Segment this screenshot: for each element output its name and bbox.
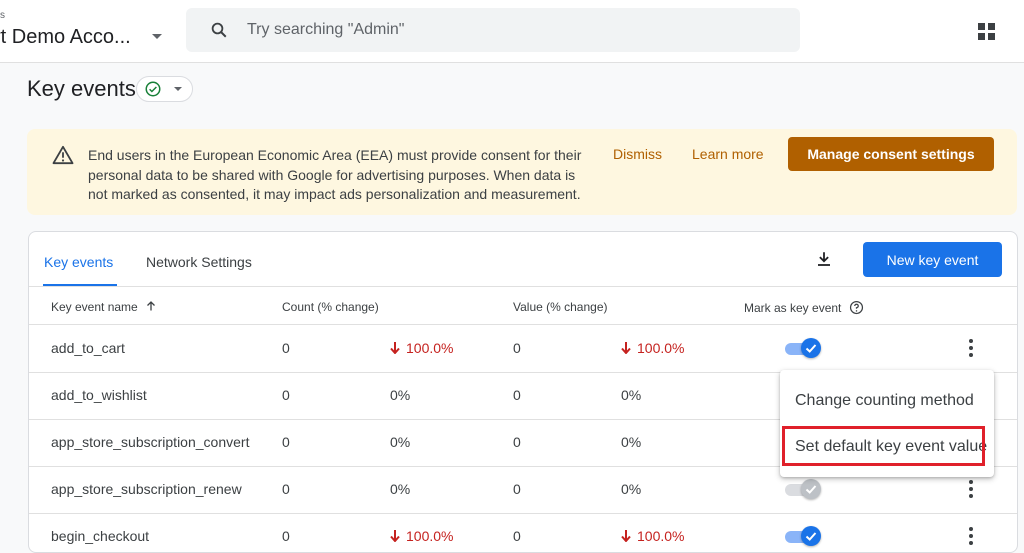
count-value: 0 [282,340,290,356]
arrow-down-icon [621,530,631,543]
value-change-text: 0% [621,387,642,403]
count-change: 0% [390,434,410,450]
value-value: 0 [513,340,521,356]
value-change-text: 0% [621,434,642,450]
account-selector[interactable]: rt Demo Acco... [0,26,131,48]
active-tab-indicator [43,284,117,287]
highlight-box [782,426,985,466]
value-change: 100.0% [621,340,684,356]
dismiss-button[interactable]: Dismiss [613,146,662,162]
consent-banner: End users in the European Economic Area … [27,129,1017,215]
banner-message: End users in the European Economic Area … [88,147,582,202]
account-label: s [0,10,5,21]
count-change-text: 0% [390,481,411,497]
value-change-text: 0% [621,481,642,497]
count-change: 0% [390,481,410,497]
value-value: 0 [513,528,521,544]
manage-consent-button[interactable]: Manage consent settings [788,137,994,171]
key-event-toggle[interactable] [785,526,821,546]
count-change: 100.0% [390,528,453,544]
chevron-down-icon [174,87,182,91]
apps-grid-icon[interactable] [978,23,995,40]
value-change: 0% [621,481,641,497]
count-value: 0 [282,481,290,497]
page-title: Key events [27,76,136,101]
table-row: begin_checkout 0 100.0% 0 100.0% [29,513,1017,552]
learn-more-link[interactable]: Learn more [692,146,764,162]
table-row: add_to_cart 0 100.0% 0 100.0% [29,325,1017,373]
help-icon[interactable] [849,300,864,315]
check-circle-icon [145,81,161,97]
count-change-text: 100.0% [406,528,454,544]
check-icon [805,485,817,494]
value-value: 0 [513,434,521,450]
key-event-name: add_to_wishlist [51,387,147,403]
column-header-name[interactable]: Key event name [51,300,157,314]
more-vert-icon[interactable] [967,527,975,547]
top-bar: s rt Demo Acco... Try searching "Admin" [0,0,1024,63]
count-change: 0% [390,387,410,403]
tab-network-settings[interactable]: Network Settings [146,254,252,270]
divider [29,286,1017,287]
warning-icon [52,145,74,165]
key-event-toggle[interactable] [785,479,821,499]
search-icon [211,22,227,38]
row-actions-menu: Change counting method Set default key e… [780,370,994,477]
count-value: 0 [282,387,290,403]
count-change-text: 0% [390,434,411,450]
table-row: app_store_subscription_renew 0 0% 0 0% [29,466,1017,514]
search-bar[interactable]: Try searching "Admin" [186,8,800,52]
value-value: 0 [513,387,521,403]
key-event-name: app_store_subscription_convert [51,434,250,450]
chevron-down-icon[interactable] [152,34,162,39]
search-input[interactable]: Try searching "Admin" [247,21,405,38]
divider [29,324,1017,325]
key-event-name: add_to_cart [51,340,125,356]
download-icon[interactable] [815,250,833,268]
check-icon [805,344,817,353]
count-change-text: 100.0% [406,340,454,356]
check-icon [805,532,817,541]
key-event-name: app_store_subscription_renew [51,481,242,497]
status-dropdown[interactable] [136,76,193,102]
column-header-mark: Mark as key event [744,300,864,315]
value-change-text: 100.0% [637,528,685,544]
column-header-label: Key event name [51,300,138,314]
arrow-down-icon [390,342,400,355]
column-header-label: Mark as key event [744,301,842,315]
count-value: 0 [282,528,290,544]
value-change: 0% [621,434,641,450]
key-event-toggle[interactable] [785,338,821,358]
tab-key-events[interactable]: Key events [44,254,114,270]
arrow-down-icon [621,342,631,355]
column-header-count[interactable]: Count (% change) [282,300,379,314]
arrow-down-icon [390,530,400,543]
count-change-text: 0% [390,387,411,403]
arrow-up-icon [147,301,156,311]
new-key-event-button[interactable]: New key event [863,242,1002,277]
menu-item-change-counting-method[interactable]: Change counting method [795,392,974,409]
menu-item-set-default-value[interactable]: Set default key event value [795,438,988,455]
more-vert-icon[interactable] [967,480,975,500]
value-change-text: 100.0% [637,340,685,356]
value-change: 100.0% [621,528,684,544]
count-value: 0 [282,434,290,450]
count-change: 100.0% [390,340,453,356]
more-vert-icon[interactable] [967,339,975,359]
value-change: 0% [621,387,641,403]
key-event-name: begin_checkout [51,528,150,544]
value-value: 0 [513,481,521,497]
column-header-value[interactable]: Value (% change) [513,300,608,314]
